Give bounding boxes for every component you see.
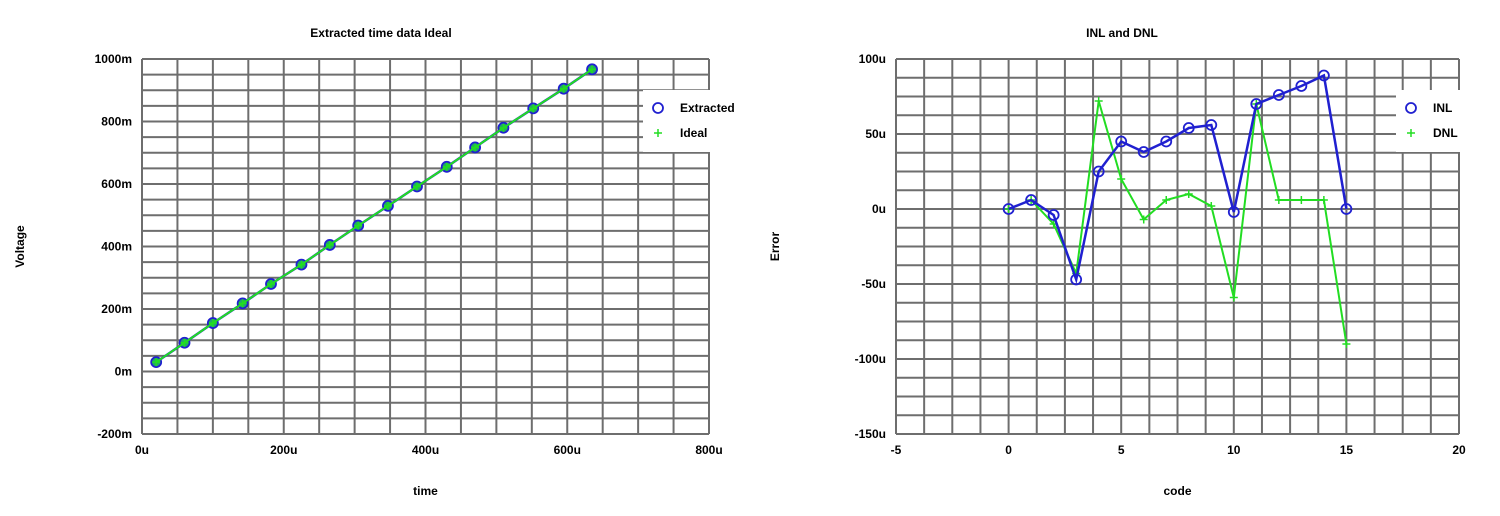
x-tick-label: 400u — [412, 443, 439, 457]
x-tick-label: 0 — [1005, 443, 1012, 457]
data-point-dnl — [1162, 196, 1171, 204]
data-point-ideal — [297, 260, 306, 269]
data-point-dnl — [1342, 340, 1351, 348]
y-tick-label: 600m — [101, 177, 132, 191]
x-tick-label: 10 — [1227, 443, 1241, 457]
legend: Extracted Ideal — [643, 90, 751, 152]
legend-marker-extracted — [652, 102, 664, 114]
y-tick-label: 200m — [101, 302, 132, 316]
data-point-inl — [1182, 122, 1195, 134]
data-point-inl — [1025, 194, 1038, 206]
data-point-dnl — [1297, 196, 1306, 204]
y-tick-label: 400m — [101, 240, 132, 254]
data-point-dnl — [1094, 97, 1103, 105]
data-point-ideal — [588, 65, 597, 74]
y-tick-label: 0m — [115, 365, 132, 379]
data-point-inl — [1317, 69, 1330, 82]
data-point-inl — [1047, 209, 1060, 221]
data-point-dnl — [1117, 175, 1126, 183]
y-tick-label: 50u — [865, 127, 886, 141]
data-point-inl — [1137, 146, 1150, 158]
data-point-ideal — [325, 240, 334, 249]
data-point-inl — [1160, 135, 1173, 148]
x-tick-label: 800u — [695, 443, 722, 457]
y-tick-label: -50u — [861, 277, 886, 291]
data-point-ideal — [499, 123, 508, 132]
data-point-ideal — [442, 162, 451, 171]
data-point-ideal — [529, 104, 538, 113]
data-point-inl — [1002, 203, 1015, 215]
legend-label: DNL — [1433, 126, 1458, 140]
data-point-inl — [1070, 273, 1083, 286]
data-point-ideal — [238, 299, 247, 308]
data-point-inl — [1092, 165, 1105, 178]
x-axis-label: time — [413, 484, 438, 498]
y-tick-label: 100u — [859, 52, 886, 66]
chart-title: Extracted time data Ideal — [310, 26, 451, 40]
legend-marker-dnl — [1407, 129, 1415, 137]
legend-box — [1396, 90, 1500, 152]
y-tick-label: -150u — [855, 427, 886, 441]
y-tick-label: -100u — [855, 352, 886, 366]
legend-box — [643, 90, 751, 152]
data-point-ideal — [152, 358, 161, 367]
x-tick-label: 20 — [1452, 443, 1466, 457]
x-tick-label: 5 — [1118, 443, 1125, 457]
data-point-ideal — [354, 221, 363, 230]
data-point-inl — [1272, 89, 1285, 101]
data-point-dnl — [1274, 196, 1283, 204]
x-tick-label: 15 — [1340, 443, 1354, 457]
data-point-inl — [1340, 203, 1353, 215]
data-point-dnl — [1139, 215, 1148, 224]
chart-title: INL and DNL — [1086, 26, 1158, 40]
chart-inl-dnl: INL and DNL code Error -5 0 5 10 15 20 -150u -1… — [768, 26, 1500, 498]
data-point-ideal — [559, 84, 568, 93]
data-point-ideal — [208, 319, 217, 328]
legend-label: Extracted — [680, 101, 735, 115]
data-point-dnl — [1319, 196, 1328, 204]
data-point-ideal — [383, 201, 392, 210]
grid — [895, 58, 1460, 435]
data-point-ideal — [412, 182, 421, 191]
legend-marker-inl — [1405, 102, 1417, 114]
data-point-dnl — [1207, 202, 1216, 210]
legend-marker-ideal — [654, 129, 662, 137]
legend-label: Ideal — [680, 126, 707, 140]
data-point-inl — [1205, 119, 1218, 131]
y-axis-label: Voltage — [13, 225, 27, 268]
x-axis-label: code — [1163, 484, 1191, 498]
y-tick-label: -200m — [97, 427, 132, 441]
legend-label: INL — [1433, 101, 1452, 115]
data-point-ideal — [266, 280, 275, 288]
y-tick-label: 0u — [872, 202, 886, 216]
x-tick-label: 200u — [270, 443, 297, 457]
y-tick-label: 800m — [101, 115, 132, 129]
y-tick-label: 1000m — [95, 52, 132, 66]
data-point-dnl — [1229, 293, 1238, 302]
series-line-ideal — [155, 68, 593, 363]
data-point-ideal — [471, 143, 480, 152]
data-point-inl — [1250, 98, 1263, 110]
grid — [141, 58, 710, 435]
x-tick-label: -5 — [891, 443, 902, 457]
data-point-inl — [1115, 135, 1128, 148]
chart-extracted-time: Extracted time data Ideal time Voltage 0… — [13, 26, 751, 498]
legend: INL DNL — [1396, 90, 1500, 152]
x-tick-label: 0u — [135, 443, 149, 457]
data-point-dnl — [1184, 190, 1193, 198]
data-point-ideal — [180, 338, 189, 347]
x-tick-label: 600u — [554, 443, 581, 457]
y-axis-label: Error — [768, 231, 782, 261]
data-point-inl — [1227, 206, 1240, 218]
series-line-inl — [1008, 73, 1348, 285]
data-point-inl — [1295, 80, 1308, 92]
